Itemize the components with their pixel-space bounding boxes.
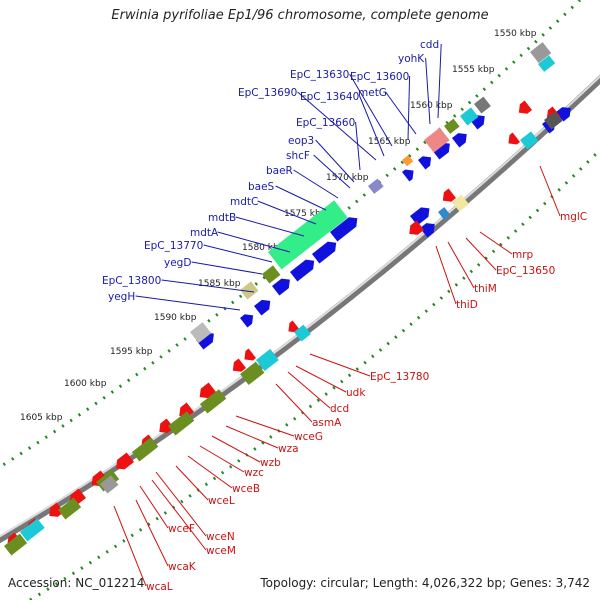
- gene-label-forward[interactable]: EpC_13690: [238, 87, 297, 99]
- gene-label-forward[interactable]: mdtB: [208, 212, 236, 224]
- gene-label-reverse[interactable]: dcd: [330, 403, 349, 415]
- forward-gene-arrow[interactable]: [452, 129, 470, 147]
- gene-label-reverse[interactable]: wcaK: [168, 561, 197, 573]
- gene-label-forward[interactable]: EpC_13640: [300, 91, 359, 103]
- leader-line: [540, 166, 560, 216]
- leader-line: [236, 217, 304, 236]
- gene-label-forward[interactable]: yegH: [108, 291, 135, 303]
- gene-label-reverse[interactable]: wza: [278, 443, 299, 455]
- gene-label-forward[interactable]: EpC_13800: [102, 275, 161, 287]
- kbp-tick-label: 1590 kbp: [154, 313, 197, 323]
- gene-label-reverse[interactable]: wceL: [208, 495, 235, 507]
- leader-line: [436, 246, 456, 304]
- gene-label-reverse[interactable]: wceM: [206, 545, 236, 557]
- gene-label-forward[interactable]: mdtC: [230, 196, 258, 208]
- gene-label-forward[interactable]: cdd: [420, 39, 439, 51]
- leader-line: [296, 366, 346, 392]
- feature-block[interactable]: [368, 179, 384, 194]
- forward-gene-arrow[interactable]: [254, 296, 274, 315]
- gene-label-reverse[interactable]: EpC_13650: [496, 265, 555, 277]
- kbp-tick-label: 1600 kbp: [64, 379, 107, 389]
- gene-label-reverse[interactable]: wzc: [244, 467, 264, 479]
- leader-line: [480, 232, 512, 254]
- leader-line: [426, 58, 430, 124]
- leader-line: [140, 486, 168, 528]
- leader-line: [236, 416, 294, 436]
- leader-line: [466, 238, 496, 270]
- gene-label-forward[interactable]: EpC_13770: [144, 240, 203, 252]
- forward-gene-arrow[interactable]: [240, 311, 257, 328]
- feature-block[interactable]: [444, 119, 460, 134]
- reverse-gene-arrow[interactable]: [515, 101, 532, 118]
- gene-label-reverse[interactable]: wceF: [168, 523, 195, 535]
- gene-label-forward[interactable]: eop3: [288, 135, 314, 147]
- leader-line: [176, 466, 208, 500]
- leader-line: [276, 384, 312, 422]
- feature-block[interactable]: [402, 155, 413, 166]
- gene-label-forward[interactable]: baeR: [266, 165, 293, 177]
- forward-gene-arrow[interactable]: [290, 256, 318, 281]
- reverse-gene-arrow[interactable]: [241, 349, 256, 365]
- gene-label-reverse[interactable]: wceG: [294, 431, 323, 443]
- gene-label-reverse[interactable]: EpC_13780: [370, 371, 429, 383]
- leader-line: [136, 296, 240, 310]
- kbp-tick-label: 1605 kbp: [20, 413, 63, 423]
- forward-gene-arrow[interactable]: [402, 166, 417, 182]
- gene-label-reverse[interactable]: mrp: [512, 249, 534, 261]
- gene-label-forward[interactable]: yegD: [164, 257, 191, 269]
- kbp-tick-label: 1595 kbp: [110, 347, 153, 357]
- kbp-tick-label: 1560 kbp: [410, 101, 453, 111]
- feature-block[interactable]: [474, 97, 491, 114]
- feature-block[interactable]: [262, 265, 280, 283]
- kbp-tick-label: 1555 kbp: [452, 65, 495, 75]
- gene-label-forward[interactable]: shcF: [286, 150, 310, 162]
- gene-label-reverse[interactable]: mglC: [560, 211, 587, 223]
- gene-label-reverse[interactable]: udk: [346, 387, 366, 399]
- summary-text: Topology: circular; Length: 4,026,322 bp…: [260, 576, 590, 590]
- gene-label-reverse[interactable]: asmA: [312, 417, 342, 429]
- leader-line: [310, 354, 370, 376]
- gene-label-forward[interactable]: EpC_13660: [296, 117, 355, 129]
- accession-text: Accession: NC_012214: [8, 576, 144, 590]
- genome-map: 1550 kbp1555 kbp1560 kbp1565 kbp1570 kbp…: [0, 0, 600, 600]
- gene-label-forward[interactable]: yohK: [398, 53, 425, 65]
- reverse-gene-arrow[interactable]: [505, 133, 520, 149]
- gene-label-forward[interactable]: metG: [358, 87, 387, 99]
- forward-gene-arrow[interactable]: [418, 153, 435, 170]
- leader-line: [276, 186, 326, 210]
- gene-label-reverse[interactable]: thiM: [474, 283, 497, 295]
- gene-label-reverse[interactable]: wceN: [206, 531, 235, 543]
- leader-line: [136, 500, 168, 566]
- gene-label-forward[interactable]: mdtA: [190, 227, 219, 239]
- gene-label-forward[interactable]: EpC_13630: [290, 69, 349, 81]
- leader-line: [448, 242, 474, 288]
- leader-line: [114, 506, 146, 586]
- leader-line: [192, 262, 262, 274]
- kbp-tick-label: 1550 kbp: [494, 29, 537, 39]
- gene-label-forward[interactable]: baeS: [248, 181, 275, 193]
- forward-gene-arrow[interactable]: [410, 204, 433, 226]
- leader-line: [350, 74, 392, 146]
- leader-line: [212, 436, 260, 462]
- gene-label-reverse[interactable]: thiD: [456, 299, 478, 311]
- leader-line: [386, 92, 416, 134]
- gene-label-forward[interactable]: EpC_13600: [350, 71, 409, 83]
- gene-label-reverse[interactable]: wceB: [232, 483, 260, 495]
- gene-label-reverse[interactable]: wcaL: [146, 581, 173, 593]
